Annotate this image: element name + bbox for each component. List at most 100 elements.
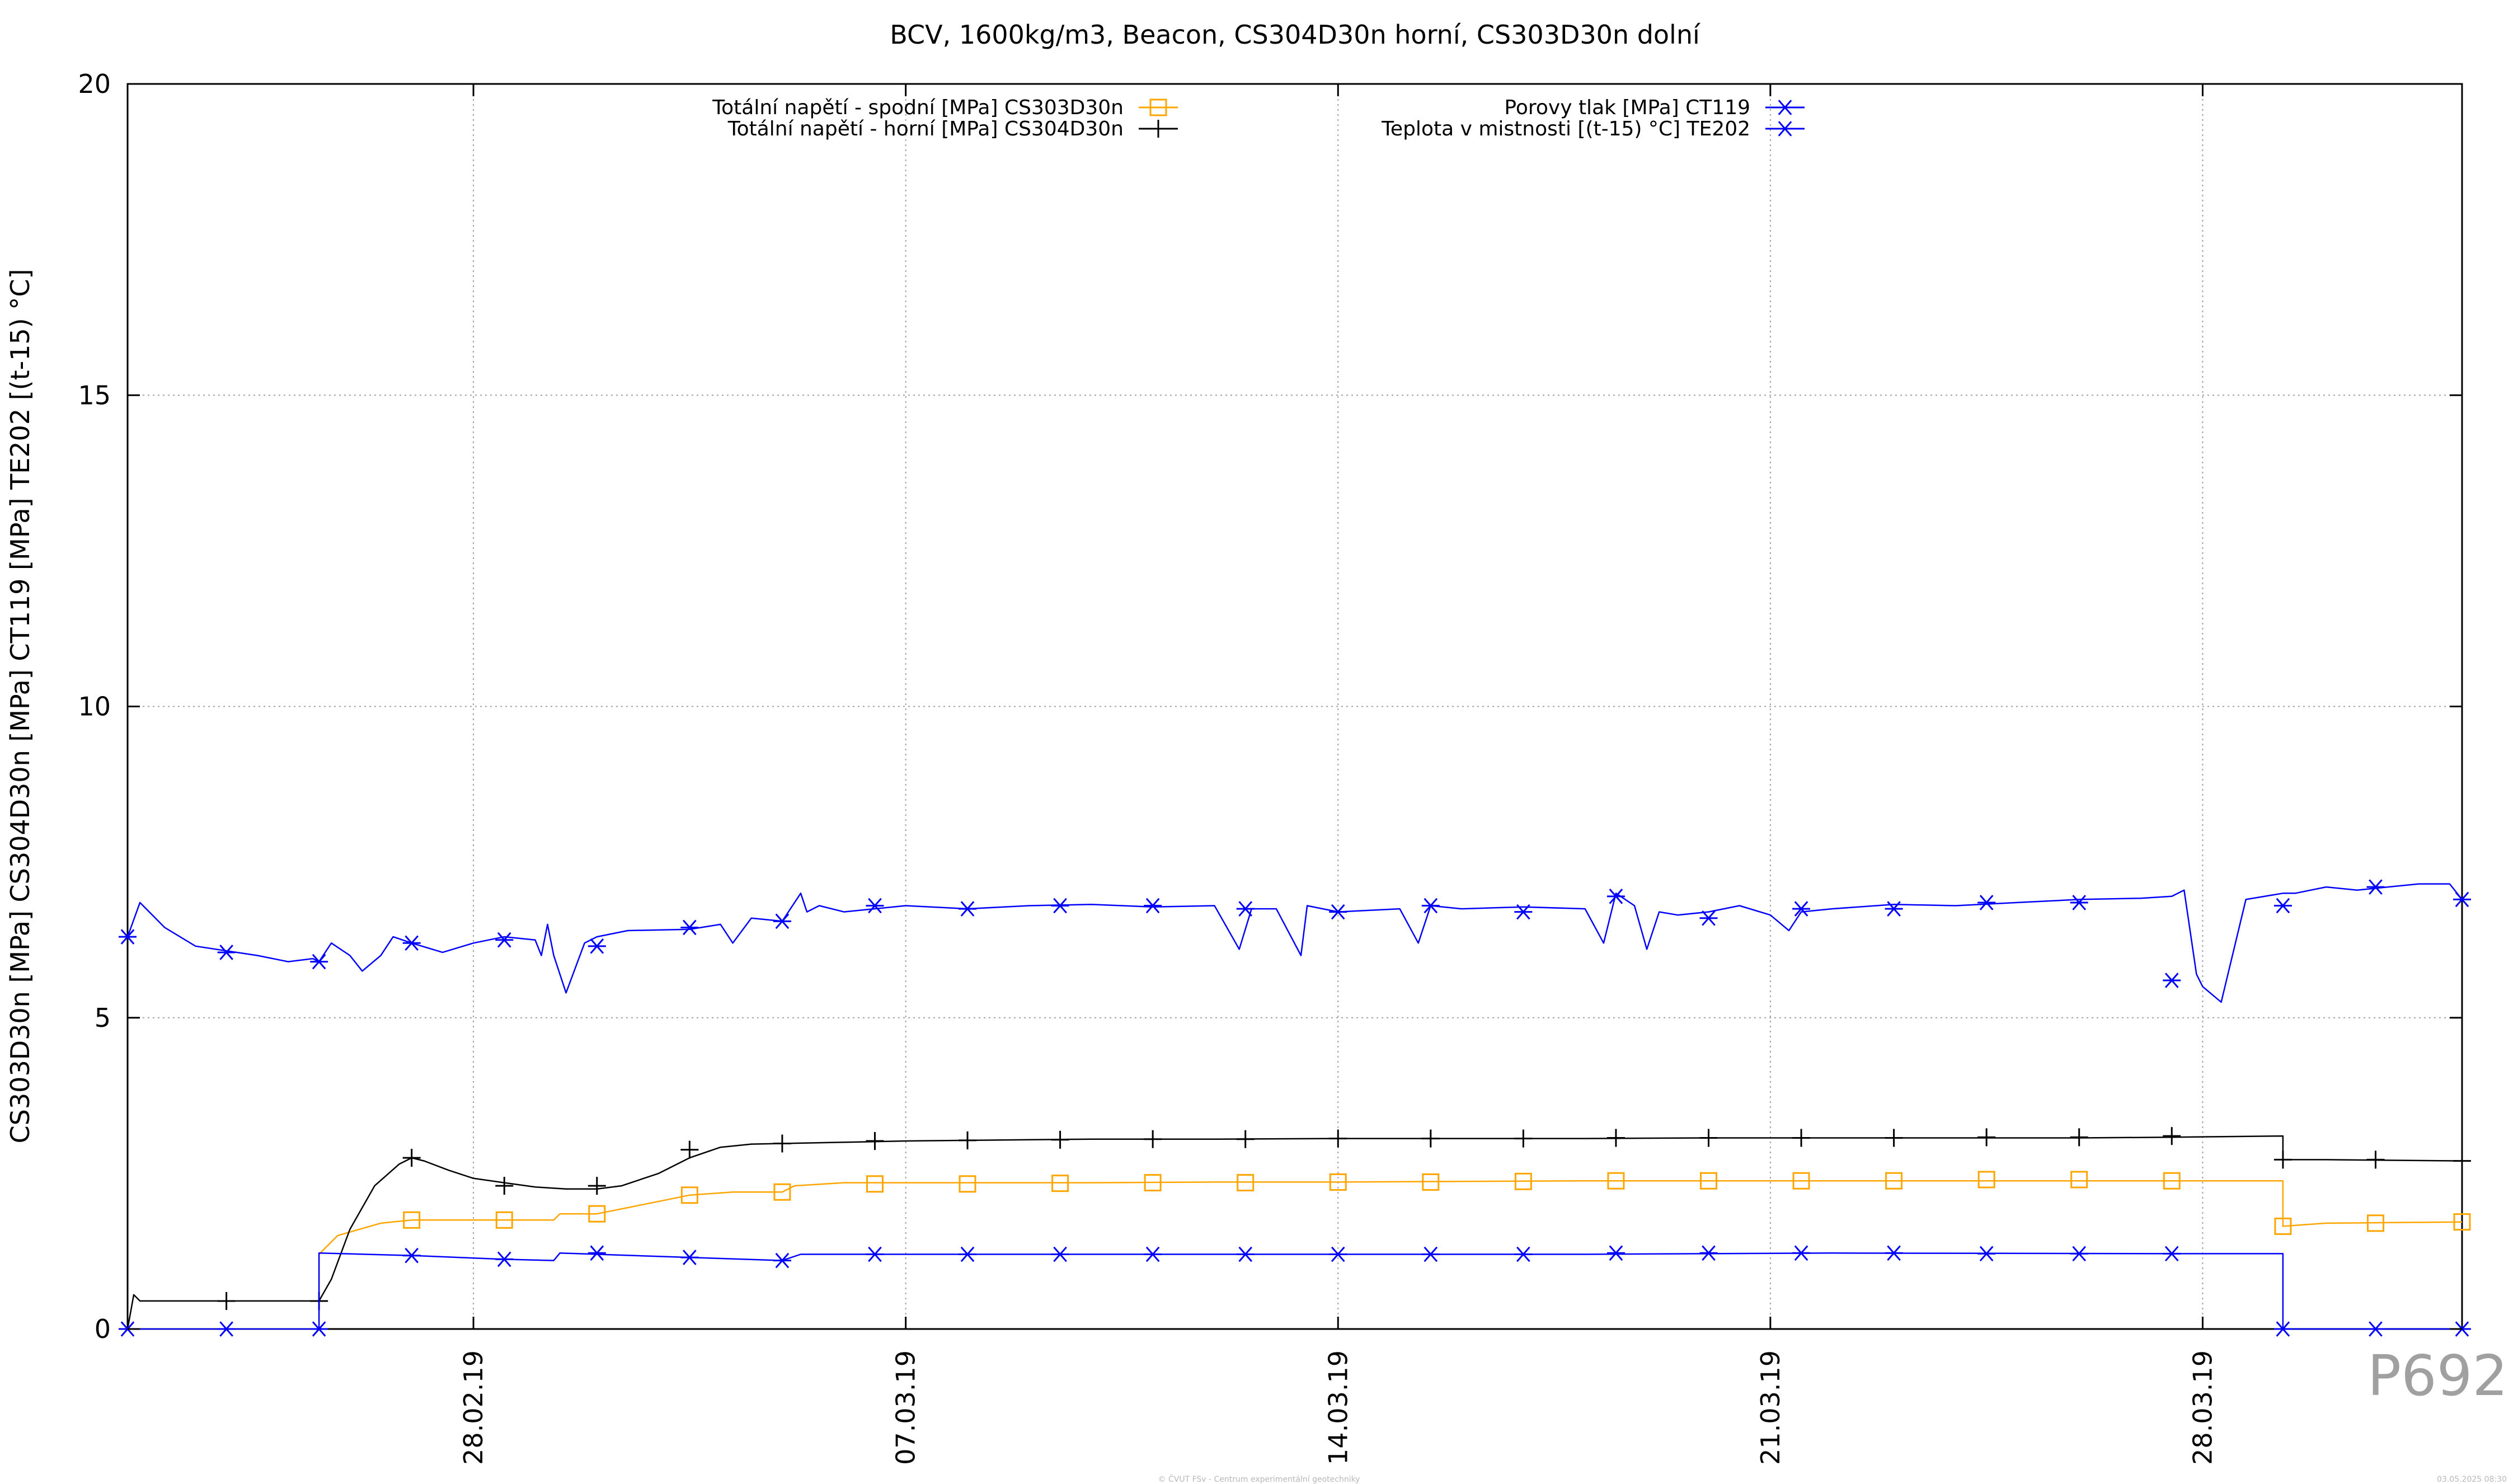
legend-entry: Teplota v mistnosti [(t-15) °C] TE202 — [1381, 118, 1805, 140]
data-point — [1885, 901, 1903, 917]
data-point — [773, 1252, 791, 1269]
data-point — [959, 1175, 976, 1193]
data-point — [1514, 1172, 1532, 1190]
data-point — [1792, 1172, 1810, 1190]
data-point — [680, 1140, 699, 1159]
data-point — [959, 1246, 977, 1262]
data-point — [1792, 1245, 1811, 1261]
series-2 — [119, 1245, 2471, 1337]
data-point — [2070, 1171, 2088, 1189]
data-point — [1329, 1129, 1347, 1148]
footer-date: 03.05.2025 08:30 — [2437, 1475, 2507, 1484]
data-point — [1236, 901, 1255, 917]
data-point — [1051, 1246, 1069, 1262]
data-point — [495, 1177, 514, 1195]
data-point — [1792, 1129, 1811, 1147]
data-point — [1792, 901, 1811, 917]
data-point — [588, 1205, 606, 1223]
data-point — [1514, 904, 1533, 920]
data-point — [1051, 1130, 1069, 1149]
data-point — [402, 1247, 421, 1264]
data-point — [217, 1292, 236, 1310]
data-point — [495, 1211, 513, 1229]
data-point — [866, 1175, 884, 1193]
data-point — [588, 938, 606, 954]
x-tick-label: 28.02.19 — [458, 1350, 488, 1465]
plot-id-watermark: P692 — [2367, 1343, 2508, 1408]
data-point — [1699, 1245, 1718, 1261]
data-point — [1606, 1129, 1625, 1147]
data-point — [2273, 898, 2292, 914]
data-point — [1885, 1245, 1903, 1261]
data-point — [2163, 1127, 2181, 1145]
legend-entry: Totální napětí - spodní [MPa] CS303D30n — [712, 96, 1178, 119]
data-point — [402, 1149, 421, 1167]
data-point — [1144, 898, 1162, 914]
series-line — [128, 1252, 2462, 1330]
chart-title: BCV, 1600kg/m3, Beacon, CS304D30n horní,… — [890, 20, 1700, 50]
data-point — [2070, 895, 2088, 910]
series-line — [128, 1180, 2463, 1330]
legend-label: Porovy tlak [MPa] CT119 — [1504, 96, 1750, 119]
data-point — [2366, 879, 2385, 895]
data-point — [310, 954, 328, 970]
data-point — [866, 1132, 884, 1150]
data-point — [1977, 1128, 1996, 1147]
series-0 — [128, 1171, 2471, 1330]
x-tick-label: 28.03.19 — [2187, 1350, 2218, 1465]
data-point — [773, 913, 791, 929]
data-point — [403, 1211, 421, 1229]
data-point — [1606, 889, 1625, 904]
data-point — [959, 901, 977, 917]
legend-entry: Totální napětí - horní [MPa] CS304D30n — [727, 118, 1178, 140]
data-point — [1977, 895, 1996, 910]
data-point — [2366, 1321, 2385, 1337]
data-point — [1421, 1246, 1440, 1262]
data-point — [1514, 1246, 1533, 1262]
data-point — [2070, 1246, 2088, 1262]
legend-label: Totální napětí - horní [MPa] CS304D30n — [727, 118, 1124, 140]
data-point — [310, 1321, 328, 1337]
data-point — [1329, 904, 1347, 920]
data-point — [680, 919, 699, 936]
data-point — [1237, 1174, 1255, 1192]
series-3 — [119, 879, 2471, 1003]
series-1 — [126, 1127, 2471, 1330]
x-tick-label: 07.03.19 — [891, 1350, 921, 1465]
data-point — [2453, 1152, 2471, 1170]
data-point — [588, 1177, 606, 1195]
data-point — [1977, 1171, 1995, 1189]
data-point — [1236, 1130, 1255, 1148]
data-point — [217, 945, 236, 960]
axis-ticks: 0 5 10 15 20 28.02.19 07.03.19 14.03.19 21.03.19… — [78, 69, 2462, 1465]
data-point — [680, 1186, 698, 1204]
data-point — [2273, 1321, 2292, 1337]
series-layer — [119, 879, 2471, 1337]
data-point — [1699, 1172, 1717, 1190]
y-tick-label: 5 — [95, 1003, 111, 1033]
legend: Totální napětí - spodní [MPa] CS303D30nT… — [712, 96, 1805, 140]
legend-marker — [1776, 121, 1794, 137]
data-point — [1699, 1129, 1718, 1147]
data-point — [1977, 1246, 1996, 1262]
data-point — [959, 1131, 977, 1149]
data-point — [2366, 1214, 2384, 1232]
data-point — [1329, 1173, 1347, 1191]
legend-entry: Porovy tlak [MPa] CT119 — [1504, 96, 1805, 119]
data-point — [2453, 1213, 2471, 1231]
data-point — [217, 1321, 236, 1337]
data-point — [402, 935, 421, 951]
data-point — [1421, 1129, 1440, 1148]
data-point — [2273, 1150, 2292, 1169]
y-tick-label: 15 — [78, 380, 111, 410]
data-point — [1051, 1175, 1069, 1192]
data-point — [495, 1251, 514, 1267]
footer-credit: © ČVUT FSv - Centrum experimentální geot… — [1158, 1475, 1360, 1484]
x-tick-label: 14.03.19 — [1323, 1350, 1353, 1465]
legend-label: Totální napětí - spodní [MPa] CS303D30n — [712, 96, 1124, 119]
y-tick-label: 10 — [78, 692, 111, 722]
data-point — [1885, 1129, 1903, 1147]
data-point — [1607, 1172, 1625, 1190]
legend-marker — [1149, 120, 1167, 138]
data-point — [1421, 898, 1440, 914]
